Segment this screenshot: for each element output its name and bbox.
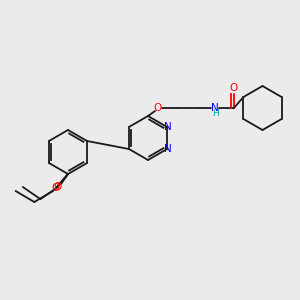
Text: N: N bbox=[211, 103, 219, 113]
Text: N: N bbox=[164, 122, 172, 132]
Text: O: O bbox=[52, 183, 60, 193]
Text: O: O bbox=[230, 83, 238, 93]
Text: N: N bbox=[164, 144, 172, 154]
Text: O: O bbox=[54, 182, 62, 192]
Text: H: H bbox=[212, 110, 219, 118]
Text: O: O bbox=[154, 103, 162, 113]
